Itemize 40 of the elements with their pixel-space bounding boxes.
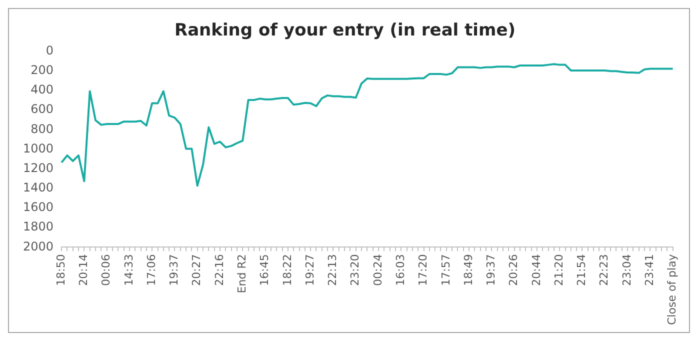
x-tick-label: 22:13 — [326, 254, 340, 286]
x-tick-label: 23:04 — [620, 254, 634, 286]
x-tick-label: 00:06 — [100, 254, 113, 286]
x-tick-label: 20:27 — [190, 254, 204, 286]
x-tick-label: 00:24 — [371, 254, 384, 286]
y-tick-label: 200 — [30, 63, 54, 78]
y-tick-label: 400 — [30, 82, 54, 97]
x-tick-label: 16:03 — [394, 254, 407, 286]
x-tick-label: 20:14 — [77, 254, 90, 286]
x-tick-label: End R2 — [236, 254, 249, 294]
x-tick-label: 18:50 — [54, 254, 68, 286]
y-tick-label: 0 — [46, 44, 54, 58]
x-tick-label: Close of play — [666, 254, 679, 326]
y-tick-label: 2000 — [22, 239, 54, 254]
x-tick-label: 17:57 — [439, 254, 452, 286]
x-tick-label: 21:20 — [552, 254, 566, 286]
x-tick-label: 18:22 — [280, 254, 294, 286]
y-tick-label: 1200 — [22, 160, 54, 175]
chart-title: Ranking of your entry (in real time) — [174, 20, 516, 41]
y-tick-label: 1600 — [22, 200, 54, 214]
x-tick-label: 21:54 — [575, 254, 588, 286]
x-tick-label: 23:41 — [643, 254, 656, 286]
x-tick-label: 19:37 — [484, 254, 498, 286]
x-tick-label: 18:49 — [462, 254, 475, 286]
x-tick-label: 20:26 — [507, 254, 520, 286]
y-tick-label: 600 — [30, 102, 54, 116]
x-tick-label: 17:20 — [416, 254, 430, 286]
x-tick-label: 23:20 — [348, 254, 362, 286]
x-tick-label: 22:23 — [598, 254, 611, 286]
x-tick-label: 14:33 — [122, 254, 136, 286]
x-tick-label: 17:06 — [144, 254, 158, 286]
x-tick-label: 16:45 — [258, 254, 272, 286]
x-tick-label: 20:44 — [530, 254, 543, 286]
x-tick-label: 22:16 — [212, 254, 226, 286]
x-tick-label: 19:37 — [168, 254, 181, 286]
y-tick-label: 1000 — [22, 141, 54, 156]
y-tick-label: 1400 — [22, 180, 54, 195]
y-tick-label: 800 — [30, 122, 54, 136]
x-tick-label: 19:27 — [303, 254, 316, 286]
y-tick-label: 1800 — [22, 220, 54, 234]
